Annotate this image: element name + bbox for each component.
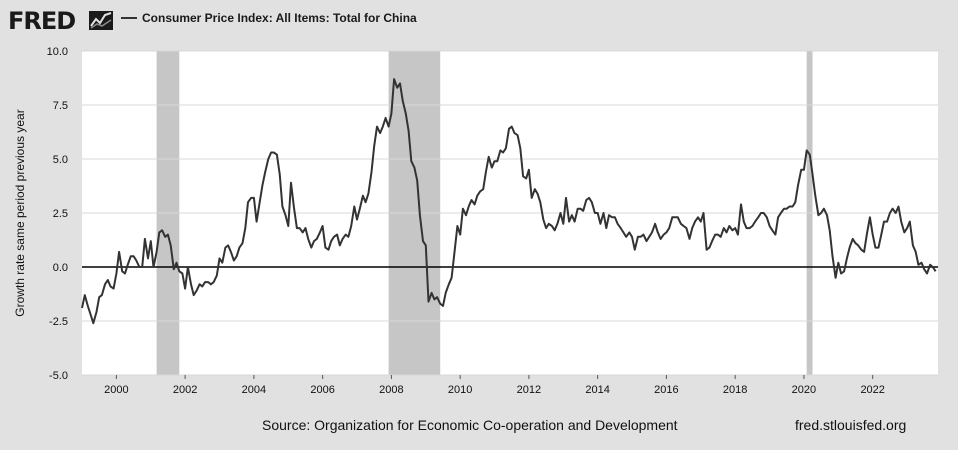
y-axis-ticks: -5.0 -2.5 0.0 2.5 5.0 7.5 10.0 bbox=[47, 46, 68, 382]
x-tick-label: 2006 bbox=[310, 384, 334, 396]
x-tick-label: 2008 bbox=[379, 384, 403, 396]
x-tick-label: 2020 bbox=[792, 384, 816, 396]
y-tick-label: 2.5 bbox=[53, 208, 68, 220]
y-tick-label: 7.5 bbox=[53, 100, 68, 112]
x-tick-label: 2010 bbox=[448, 384, 472, 396]
fred-logo-text: FRED bbox=[8, 7, 75, 35]
x-tick-label: 2014 bbox=[585, 384, 609, 396]
x-tick-label: 2018 bbox=[723, 384, 747, 396]
source-note: Source: Organization for Economic Co-ope… bbox=[262, 417, 678, 433]
y-tick-label: -2.5 bbox=[49, 316, 68, 328]
trend-line-icon bbox=[89, 11, 113, 30]
y-tick-label: 10.0 bbox=[47, 46, 68, 58]
x-tick-label: 2000 bbox=[104, 384, 128, 396]
x-tick-label: 2016 bbox=[654, 384, 678, 396]
y-axis-label: Growth rate same period previous year bbox=[13, 109, 27, 316]
x-tick-label: 2004 bbox=[242, 384, 266, 396]
x-axis-ticks: 2000 2002 2004 2006 2008 2010 2012 2014 2016 2018… bbox=[104, 375, 885, 396]
x-tick-label: 2012 bbox=[517, 384, 541, 396]
fred-url[interactable]: fred.stlouisfed.org bbox=[795, 417, 906, 433]
x-tick-label: 2002 bbox=[173, 384, 197, 396]
y-tick-label: -5.0 bbox=[49, 370, 68, 382]
legend-series-label: Consumer Price Index: All Items: Total f… bbox=[142, 11, 417, 25]
fred-logo[interactable]: FRED bbox=[8, 7, 113, 35]
series-line-china-cpi bbox=[81, 78, 937, 325]
y-tick-label: 0.0 bbox=[53, 262, 68, 274]
y-tick-label: 5.0 bbox=[53, 154, 68, 166]
x-tick-label: 2022 bbox=[860, 384, 884, 396]
